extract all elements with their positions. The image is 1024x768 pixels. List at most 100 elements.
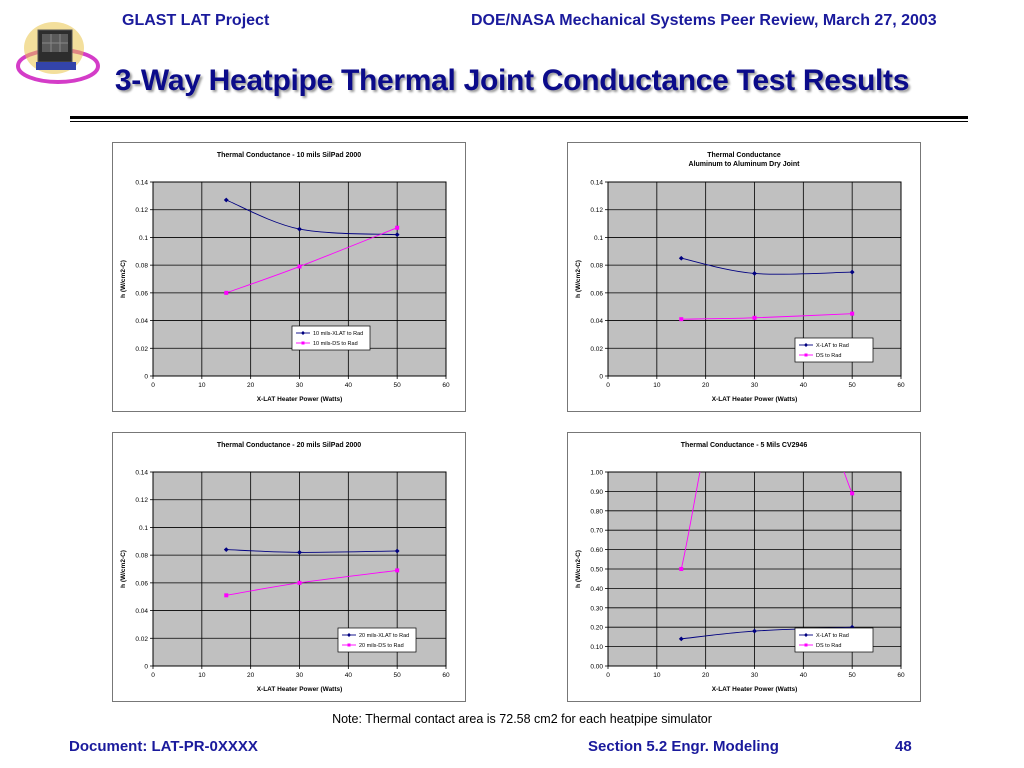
plot-border [607, 471, 902, 667]
y-tick-label: 0.1 [139, 525, 148, 532]
y-tick-label: 0.08 [135, 553, 148, 560]
y-tick-label: 0.08 [590, 263, 603, 270]
chart-title: Thermal Conductance - 10 mils SilPad 200… [217, 152, 361, 159]
x-tick-label: 40 [800, 382, 808, 389]
y-tick-label: 0.02 [135, 636, 148, 643]
data-point-square [850, 491, 855, 496]
x-tick-label: 30 [751, 382, 759, 389]
y-axis-label: h (W/cm2-C) [120, 260, 127, 298]
legend-marker-square [804, 643, 808, 647]
footer-section: Section 5.2 Engr. Modeling [588, 738, 779, 755]
data-point-square [850, 311, 855, 316]
y-tick-label: 0.20 [590, 625, 603, 632]
x-tick-label: 0 [151, 672, 155, 679]
x-tick-label: 60 [897, 382, 905, 389]
chart-title: Thermal Conductance [707, 152, 781, 159]
y-tick-label: 0.06 [590, 290, 603, 297]
y-tick-label: 0.60 [590, 547, 603, 554]
footer-document: Document: LAT-PR-0XXXX [69, 738, 258, 755]
y-tick-label: 0.30 [590, 605, 603, 612]
legend-marker-diamond [804, 343, 808, 347]
y-tick-label: 0.06 [135, 580, 148, 587]
legend-marker-square [301, 341, 305, 345]
x-axis-label: X-LAT Heater Power (Watts) [257, 396, 343, 403]
legend-label: X-LAT to Rad [816, 633, 849, 639]
x-tick-label: 20 [247, 672, 255, 679]
legend-box [337, 627, 417, 653]
header-review: DOE/NASA Mechanical Systems Peer Review,… [471, 12, 937, 29]
y-axis-label: h (W/cm2-C) [120, 550, 127, 588]
y-tick-label: 0.00 [590, 664, 603, 671]
page-title: 3-Way Heatpipe Thermal Joint Conductance… [114, 64, 910, 97]
plot-border [152, 181, 447, 377]
x-tick-label: 60 [442, 382, 450, 389]
x-tick-label: 60 [897, 672, 905, 679]
data-point-square [395, 568, 400, 573]
data-point-square [224, 593, 229, 598]
glast-logo [16, 22, 100, 84]
y-tick-label: 0.70 [590, 528, 603, 535]
legend-marker-diamond [347, 633, 351, 637]
series-group [223, 547, 400, 598]
chart-aluminum-svg: Thermal Conductance Aluminum to Aluminum … [575, 152, 905, 403]
legend-marker-diamond [301, 331, 305, 335]
chart-10mils-silpad: Thermal Conductance - 10 mils SilPad 200… [112, 142, 466, 412]
data-point-diamond [752, 628, 757, 634]
x-tick-label: 10 [198, 672, 206, 679]
data-point-square [297, 580, 302, 585]
legend-box [291, 325, 371, 351]
y-tick-label: 0.10 [590, 644, 603, 651]
x-tick-label: 0 [606, 672, 610, 679]
data-point-square [752, 315, 757, 320]
y-tick-label: 0.12 [135, 207, 148, 214]
legend-box [794, 337, 874, 363]
x-tick-label: 0 [606, 382, 610, 389]
y-tick-label: 0.12 [590, 207, 603, 214]
y-tick-label: 1.00 [590, 470, 603, 477]
legend-marker-square [347, 643, 351, 647]
footnote: Note: Thermal contact area is 72.58 cm2 … [332, 712, 712, 726]
x-tick-label: 10 [653, 672, 661, 679]
header-project: GLAST LAT Project [122, 12, 270, 29]
chart-10mils-svg: Thermal Conductance - 10 mils SilPad 200… [120, 152, 450, 403]
x-tick-label: 50 [849, 672, 857, 679]
x-axis-label: X-LAT Heater Power (Watts) [712, 396, 798, 403]
series-line [680, 472, 853, 570]
y-tick-label: 0.80 [590, 508, 603, 515]
x-tick-label: 10 [653, 382, 661, 389]
chart-20mils-svg: Thermal Conductance - 20 mils SilPad 200… [120, 442, 450, 693]
y-tick-label: 0.04 [135, 608, 148, 615]
data-point-diamond [394, 548, 400, 554]
x-tick-label: 20 [247, 382, 255, 389]
legend-label: DS to Rad [816, 353, 841, 359]
plot-border [152, 471, 447, 667]
y-tick-label: 0.06 [135, 290, 148, 297]
x-tick-label: 60 [442, 672, 450, 679]
y-tick-label: 0.08 [135, 263, 148, 270]
x-tick-label: 20 [702, 672, 710, 679]
data-point-square [679, 317, 684, 322]
legend-label: X-LAT to Rad [816, 343, 849, 349]
y-tick-label: 0 [144, 374, 148, 381]
data-point-diamond [297, 549, 302, 555]
data-point-diamond [394, 232, 400, 238]
legend-marker-square [804, 353, 808, 357]
data-point-diamond [678, 636, 684, 642]
series-group [678, 255, 855, 322]
y-tick-label: 0.14 [135, 470, 148, 477]
data-point-diamond [849, 269, 855, 275]
y-tick-label: 0.1 [594, 235, 603, 242]
y-tick-label: 0.12 [135, 497, 148, 504]
y-tick-label: 0.50 [590, 567, 603, 574]
x-tick-label: 20 [702, 382, 710, 389]
x-tick-label: 0 [151, 382, 155, 389]
x-axis-label: X-LAT Heater Power (Watts) [257, 686, 343, 693]
y-tick-label: 0.02 [135, 346, 148, 353]
data-point-diamond [752, 271, 757, 276]
y-axis-label: h (W/cm2-C) [575, 260, 582, 298]
x-tick-label: 50 [849, 382, 857, 389]
y-tick-label: 0.04 [135, 318, 148, 325]
data-point-square [395, 225, 400, 230]
x-tick-label: 50 [394, 672, 402, 679]
x-tick-label: 40 [800, 672, 808, 679]
